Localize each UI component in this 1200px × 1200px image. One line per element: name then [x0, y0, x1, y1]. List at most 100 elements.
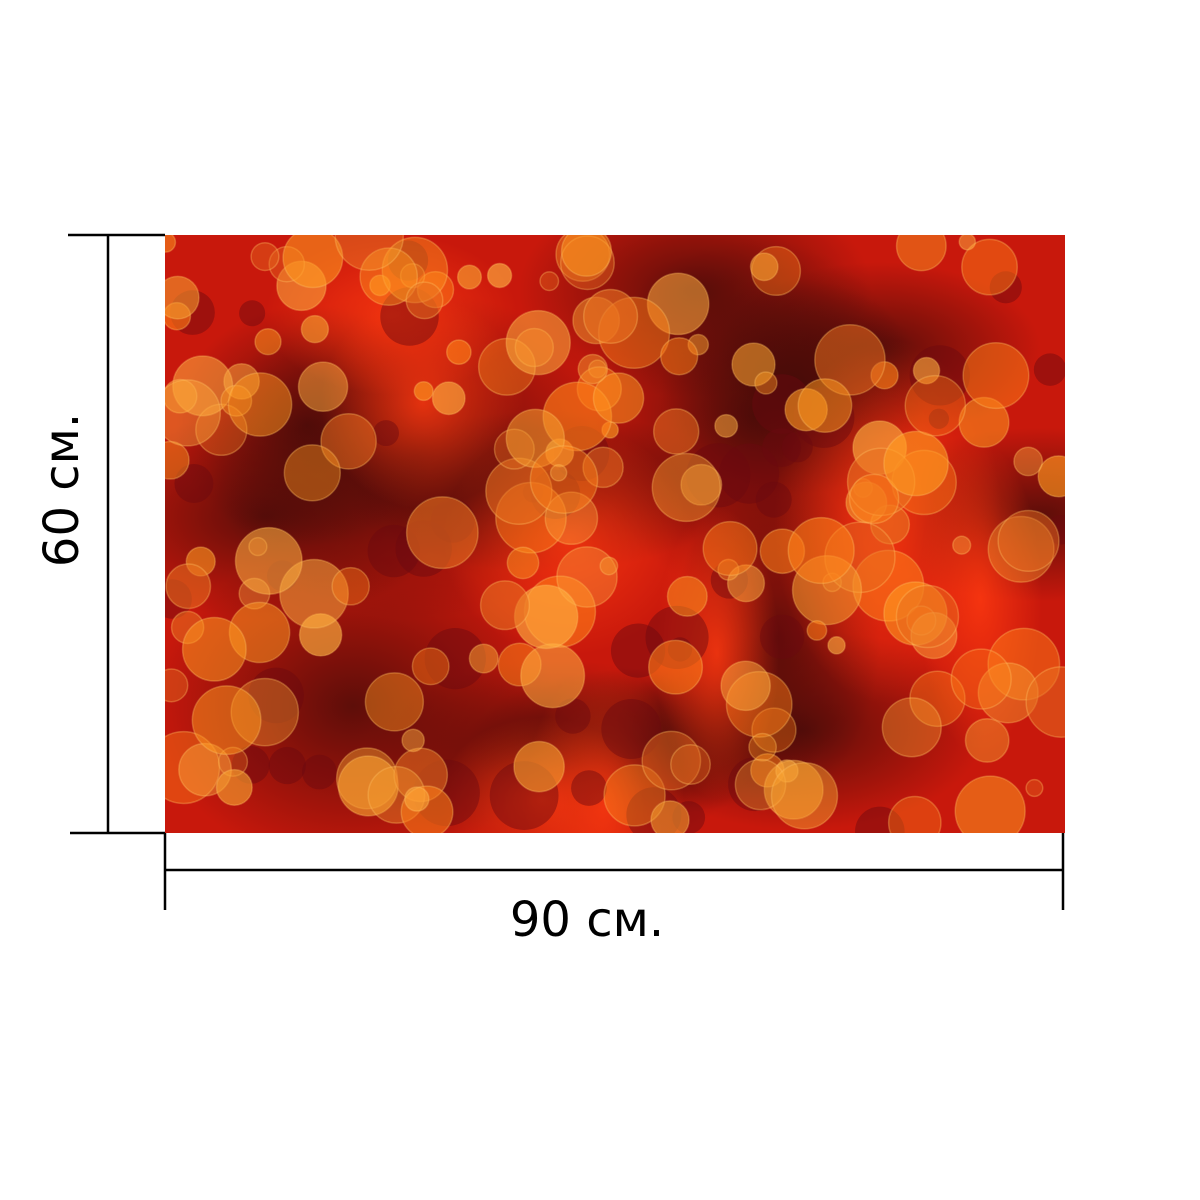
bokeh-bright — [647, 639, 704, 695]
bokeh-bright — [775, 759, 799, 783]
bokeh-bright — [950, 648, 1012, 710]
bokeh-bright — [165, 235, 177, 253]
bokeh-bright — [220, 384, 253, 417]
bokeh-bright — [413, 380, 434, 402]
bokeh-bright — [539, 271, 560, 292]
bokeh-bright — [961, 238, 1019, 296]
bokeh-bright — [954, 775, 1026, 833]
bokeh-bright — [191, 685, 262, 756]
bokeh-bright — [431, 381, 466, 416]
bokeh-bright — [603, 764, 666, 827]
bokeh-bright — [405, 496, 479, 570]
bokeh-dark — [373, 420, 400, 447]
bokeh-dark — [555, 698, 591, 734]
bokeh-bright — [670, 744, 711, 785]
bokeh-bright — [659, 336, 699, 376]
bokeh-bright — [906, 605, 937, 636]
bokeh-bright — [172, 355, 234, 417]
bokeh-bright — [726, 564, 766, 603]
bokeh-bright — [165, 275, 200, 320]
bokeh-image — [165, 235, 1065, 833]
bokeh-bright — [592, 372, 645, 424]
bokeh-dark — [601, 699, 662, 760]
bokeh-bright — [797, 378, 853, 434]
bokeh-bright — [165, 563, 212, 610]
bokeh-bright — [814, 324, 886, 396]
bokeh-bright — [909, 670, 966, 728]
bokeh-bright — [887, 795, 942, 833]
bokeh-bright — [895, 235, 947, 272]
glow-patch — [524, 663, 685, 833]
bokeh-bright — [254, 327, 282, 356]
bokeh-bright — [1025, 666, 1065, 738]
bokeh-bright — [652, 408, 700, 455]
bokeh-bright — [910, 611, 958, 660]
bokeh-bright — [165, 379, 222, 447]
bokeh-bright — [702, 520, 758, 577]
bokeh-dark — [387, 240, 429, 281]
bokeh-bright — [883, 581, 948, 646]
bokeh-dark — [855, 806, 905, 833]
bokeh-dark — [1046, 514, 1065, 545]
bokeh-bright — [770, 762, 839, 830]
bokeh-bright — [359, 247, 419, 306]
bokeh-bright — [165, 668, 189, 703]
bokeh-bright — [529, 445, 599, 514]
bokeh-bright — [369, 274, 391, 297]
bokeh-dark — [686, 443, 751, 508]
bokeh-bright — [556, 546, 618, 608]
bokeh-bright — [964, 717, 1010, 763]
bokeh-dark — [367, 524, 420, 578]
bokeh-bright — [401, 728, 425, 753]
bokeh-bright — [215, 768, 253, 806]
bokeh-bright — [486, 262, 513, 289]
bokeh-bright — [165, 378, 198, 414]
bokeh-bright — [283, 444, 341, 502]
bokeh-bright — [650, 800, 690, 833]
bokeh-bright — [904, 374, 967, 437]
height-label: 60 см. — [34, 413, 90, 567]
bokeh-bright — [731, 342, 776, 387]
bokeh-bright — [364, 672, 425, 732]
bokeh-dark — [759, 614, 805, 660]
bokeh-bright — [720, 660, 771, 712]
bokeh-dark — [302, 754, 337, 790]
bokeh-bright — [883, 430, 949, 497]
bokeh-bright — [549, 463, 568, 482]
bokeh-bright — [411, 647, 450, 686]
bokeh-bright — [725, 670, 793, 738]
bokeh-bright — [962, 341, 1030, 410]
bokeh-bright — [754, 371, 778, 395]
bokeh-bright — [297, 361, 349, 413]
bokeh-bright — [468, 643, 499, 674]
bokeh-dark — [928, 408, 950, 429]
bokeh-bright — [331, 566, 371, 606]
bokeh-bright — [560, 235, 613, 277]
bokeh-bright — [680, 463, 723, 506]
bokeh-bright — [300, 314, 330, 344]
bokeh-bright — [987, 515, 1055, 583]
bokeh-bright — [165, 440, 190, 480]
bokeh-bright — [445, 339, 472, 366]
bokeh-bright — [582, 288, 639, 345]
bokeh-bright — [227, 372, 293, 437]
bokeh-bright — [806, 619, 828, 641]
bokeh-bright — [1025, 778, 1044, 798]
bokeh-bright — [651, 452, 721, 523]
bokeh-dark — [1033, 353, 1065, 386]
bokeh-bright — [505, 408, 566, 469]
bokeh-dark — [174, 464, 214, 503]
bokeh-bright — [250, 241, 280, 272]
bokeh-bright — [958, 235, 977, 251]
bokeh-bright — [334, 235, 405, 271]
bokeh-bright — [403, 786, 430, 812]
glow-patch — [919, 442, 1043, 757]
bokeh-bright — [848, 473, 900, 525]
bokeh-bright — [320, 412, 377, 470]
bokeh-dark — [718, 443, 780, 504]
bokeh-bright — [599, 556, 619, 576]
bokeh-bright — [505, 309, 571, 376]
